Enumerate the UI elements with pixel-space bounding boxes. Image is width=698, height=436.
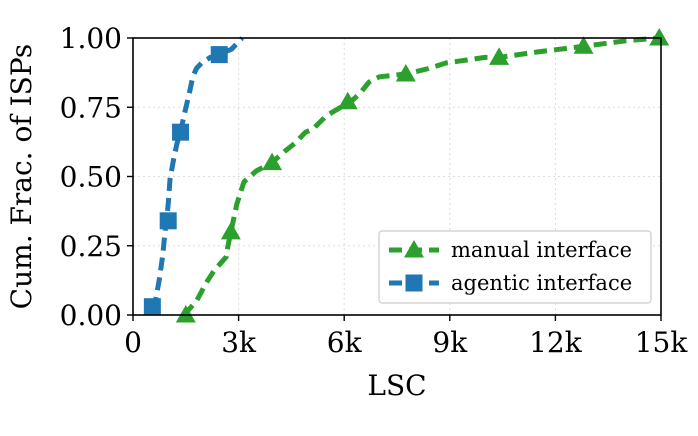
manual-data-point <box>395 64 416 82</box>
legend-label: manual interface <box>451 238 632 262</box>
agentic-data-point <box>172 123 190 141</box>
x-tick-label: 9k <box>432 326 468 359</box>
manual-data-point <box>649 28 670 46</box>
series-markers <box>143 28 670 323</box>
manual-data-point <box>175 305 196 323</box>
manual-data-point <box>489 47 510 65</box>
manual-data-point <box>262 152 283 171</box>
x-tick-label: 3k <box>221 326 257 359</box>
legend-box <box>378 230 652 304</box>
y-tick-label: 0.75 <box>60 91 122 124</box>
x-tick-label: 6k <box>327 326 363 359</box>
agentic-data-point <box>159 212 177 230</box>
legend: manual interface agentic interface <box>378 230 652 304</box>
legend-label: agentic interface <box>451 271 632 295</box>
agentic-data-point <box>210 46 228 64</box>
y-axis-title: Cum. Frac. of ISPs <box>5 44 38 310</box>
x-axis-title: LSC <box>367 369 426 402</box>
agentic-data-point <box>143 298 161 316</box>
manual-data-point <box>337 91 358 110</box>
series-lines <box>150 35 658 317</box>
x-tick-label: 15k <box>635 326 689 359</box>
axis-ticks: 0 3k 6k 9k 12k 15k 0.00 0.25 0.50 0.75 1.00 <box>60 22 689 359</box>
legend-marker <box>404 240 424 258</box>
y-tick-label: 0.00 <box>60 299 122 332</box>
series-line-agentic <box>150 36 244 311</box>
legend-marker <box>405 274 423 292</box>
manual-data-point <box>220 221 241 240</box>
x-tick-label: 12k <box>529 326 583 359</box>
manual-data-point <box>573 36 594 54</box>
y-tick-label: 0.50 <box>60 161 122 194</box>
x-tick-label: 0 <box>124 326 142 359</box>
y-tick-label: 1.00 <box>60 22 122 55</box>
series-line-manual <box>182 35 658 317</box>
y-tick-label: 0.25 <box>60 230 122 263</box>
